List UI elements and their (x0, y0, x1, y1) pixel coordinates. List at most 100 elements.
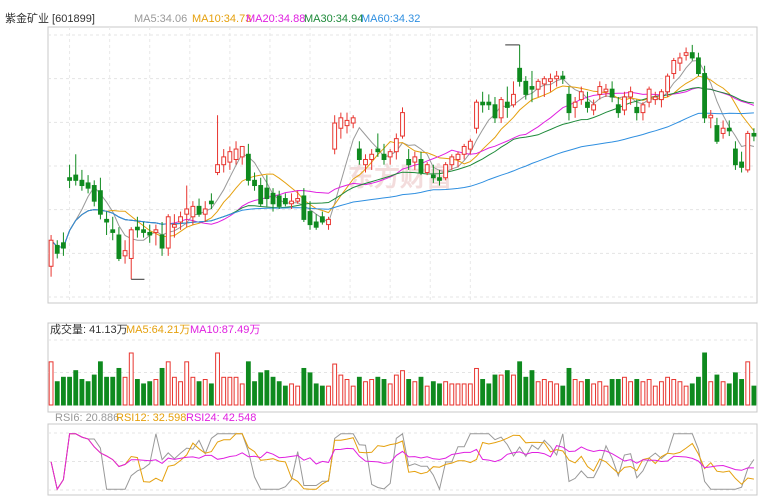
candle-down (301, 195, 307, 220)
candle-up (541, 78, 547, 85)
candle-up (449, 156, 455, 166)
volume-bar-down (91, 374, 97, 406)
candle-down (702, 73, 708, 119)
volume-bar-up (178, 381, 183, 406)
volume-bar-down (264, 370, 270, 406)
volume-bar-down (492, 374, 498, 406)
ma60-label: MA60:34.32 (361, 13, 420, 25)
candle-down (307, 211, 313, 226)
candle-down (147, 231, 153, 236)
rsi24-label: RSI24: 42.548 (186, 412, 256, 424)
volume-bar-up (239, 383, 245, 406)
volume-bar-down (486, 383, 492, 406)
volume-bar-up (572, 379, 578, 406)
ma10-label: MA10:34.73 (192, 13, 251, 25)
candle-down (418, 158, 424, 174)
volume-bar-down (313, 383, 319, 406)
rsi-header: RSI6: 20.886 RSI12: 32.598 RSI24: 42.548 (55, 412, 256, 424)
candle-down (615, 104, 621, 114)
volume-bar-up (449, 383, 455, 406)
candle-up (708, 114, 714, 119)
candle-up (338, 117, 344, 129)
candle-up (572, 101, 578, 108)
candle-down (264, 187, 270, 200)
candle-down (566, 93, 572, 114)
candle-up (597, 86, 603, 95)
candle-up (511, 93, 516, 106)
candle-up (412, 156, 418, 163)
candle-down (196, 205, 202, 215)
candle-down (696, 57, 701, 75)
volume-bar-down (566, 367, 572, 406)
volume-bar-up (387, 383, 393, 406)
candle-up (622, 96, 627, 111)
volume-bar-down (615, 379, 621, 406)
volume-bar-down (110, 376, 116, 406)
volume-bar-up (665, 376, 671, 406)
volume-bar-up (221, 376, 227, 406)
candle-down (104, 218, 109, 223)
volume-bar-up (541, 379, 547, 406)
volume-bar-down (560, 385, 566, 406)
volume-bar-up (554, 383, 560, 406)
candle-down (751, 132, 757, 137)
candle-down (85, 182, 91, 189)
candle-down (504, 101, 510, 108)
volume-bar-up (467, 383, 473, 406)
volume-bar-up (289, 383, 294, 406)
candle-down (523, 80, 529, 95)
candle-down (67, 177, 72, 181)
volume-bar-down (61, 376, 66, 406)
volume-bar-up (190, 376, 196, 406)
candle-up (467, 140, 473, 150)
candle-up (424, 164, 430, 174)
volume-bar-down (258, 372, 264, 406)
candle-up (548, 78, 553, 82)
candle-up (153, 229, 159, 233)
candle-down (97, 190, 103, 215)
candle-up (332, 122, 338, 150)
candle-up (628, 91, 634, 98)
volume-ma5-label: MA5:64.21万 (126, 324, 190, 336)
candle-down (116, 234, 122, 259)
volume-bar-down (739, 379, 744, 406)
rsi24-line (50, 433, 754, 491)
volume-bar-up (202, 379, 208, 406)
volume-bar-up (122, 376, 128, 406)
volume-bar-up (424, 385, 430, 406)
volume-bar-up (622, 376, 627, 406)
candle-up (387, 151, 393, 158)
volume-bar-up (400, 370, 405, 406)
volume-bar-down (134, 379, 140, 406)
volume-label: 成交量: 41.13万 (50, 322, 128, 336)
candle-up (665, 75, 671, 93)
volume-bar-up (603, 385, 609, 406)
candle-up (202, 208, 208, 215)
candle-down (430, 174, 436, 179)
volume-bar-down (85, 381, 91, 406)
candle-down (159, 234, 165, 249)
ma5-line (50, 59, 755, 248)
volume-bar-up (535, 381, 541, 406)
candle-up (640, 104, 646, 114)
volume-bar-up (184, 361, 190, 406)
ma20-label: MA20:34.88 (246, 13, 305, 25)
candle-up (498, 99, 504, 119)
volume-bar-up (474, 367, 479, 406)
candle-down (270, 192, 276, 205)
candle-up (190, 205, 196, 218)
volume-bar-up (128, 352, 134, 406)
rsi6-line (50, 432, 755, 491)
candle-up (554, 75, 560, 80)
candle-up (591, 104, 597, 111)
candle-up (369, 153, 375, 160)
volume-bar-down (301, 367, 307, 406)
volume-bar-down (430, 381, 436, 406)
candle-up (745, 132, 751, 171)
volume-bar-down (79, 379, 85, 406)
candle-down (381, 153, 387, 160)
volume-panel (47, 322, 758, 413)
volume-bar-up (227, 376, 233, 406)
volume-bar-down (726, 383, 732, 406)
